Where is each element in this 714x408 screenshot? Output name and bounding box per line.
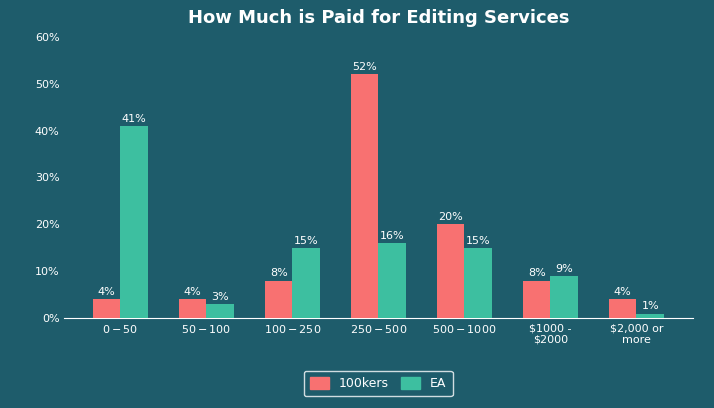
Text: 8%: 8% xyxy=(528,268,545,278)
Title: How Much is Paid for Editing Services: How Much is Paid for Editing Services xyxy=(188,9,569,27)
Text: 9%: 9% xyxy=(555,264,573,274)
Bar xyxy=(464,248,492,318)
Text: 52%: 52% xyxy=(352,62,377,72)
Text: 4%: 4% xyxy=(183,287,201,297)
Bar xyxy=(121,126,148,318)
Text: 1%: 1% xyxy=(641,301,659,311)
Bar xyxy=(178,299,206,318)
Bar xyxy=(265,281,293,318)
Bar xyxy=(636,313,664,318)
Text: 16%: 16% xyxy=(380,231,405,241)
Bar xyxy=(206,304,234,318)
Legend: 100kers, EA: 100kers, EA xyxy=(304,371,453,397)
Bar xyxy=(609,299,636,318)
Bar xyxy=(293,248,320,318)
Bar xyxy=(378,243,406,318)
Text: 20%: 20% xyxy=(438,212,463,222)
Text: 15%: 15% xyxy=(294,235,318,246)
Text: 4%: 4% xyxy=(98,287,116,297)
Text: 15%: 15% xyxy=(466,235,491,246)
Text: 8%: 8% xyxy=(270,268,288,278)
Text: 3%: 3% xyxy=(211,292,229,302)
Bar xyxy=(550,276,578,318)
Text: 41%: 41% xyxy=(121,113,146,124)
Bar xyxy=(351,74,378,318)
Bar xyxy=(523,281,550,318)
Bar xyxy=(437,224,464,318)
Bar xyxy=(93,299,121,318)
Text: 4%: 4% xyxy=(614,287,632,297)
